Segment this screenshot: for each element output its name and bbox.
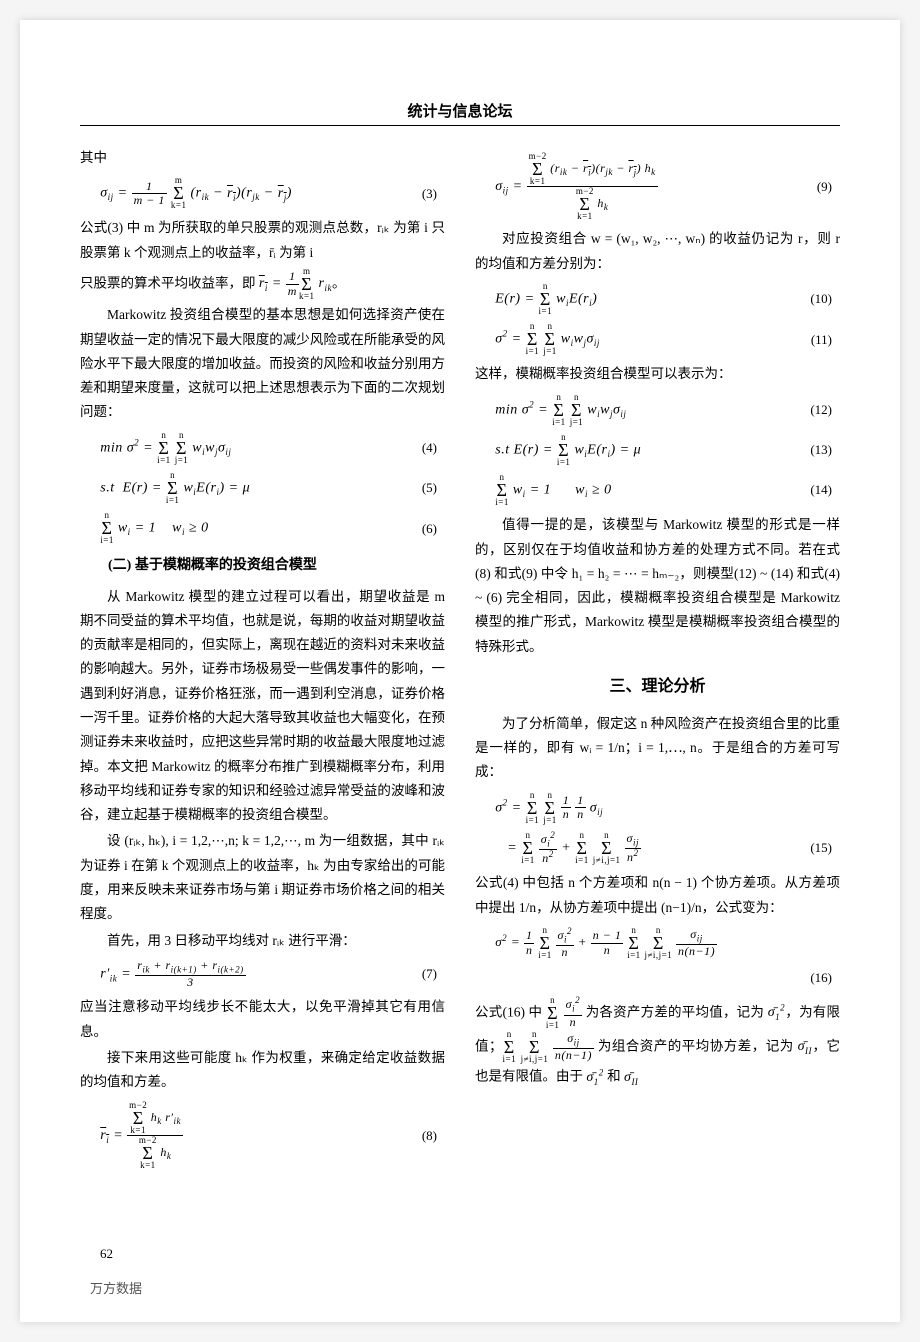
paper-page: 统计与信息论坛 其中 σij = 1m − 1 mΣk=1 (rik − ri)… — [20, 20, 900, 1322]
text: 只股票的算术平均收益率，即 ri = 1mmΣk=1 rik。 — [80, 267, 445, 301]
eq-body: nΣi=1 wi = 1 wi ≥ 0 — [100, 511, 208, 545]
eq-body: σ2 = nΣi=1 nΣj=1 wiwjσij — [495, 322, 600, 356]
text: 公式(3) 中 m 为所获取的单只股票的观测点总数，rᵢₖ 为第 i 只股票第 … — [80, 216, 445, 265]
eq-body: σ2 = nΣi=1 nΣj=1 1n 1n σij — [495, 791, 603, 825]
text: 公式(16) 中 nΣi=1 σi2n 为各资产方差的平均值，记为 σ̄12，为… — [475, 996, 840, 1090]
equation-13: s.t E(r) = nΣi=1 wiE(ri) = μ (13) — [475, 433, 840, 467]
eq-number: (4) — [422, 436, 445, 459]
text: 公式(4) 中包括 n 个方差项和 n(n − 1) 个协方差项。从方差项中提出… — [475, 871, 840, 920]
eq-number: (11) — [811, 328, 840, 351]
text: 从 Markowitz 模型的建立过程可以看出，期望收益是 m 期不同受益的算术… — [80, 585, 445, 828]
eq-number: (8) — [422, 1124, 445, 1147]
equation-16: σ2 = 1n nΣi=1 σi2n + n − 1n nΣi=1 nΣj≠i,… — [475, 926, 840, 960]
eq-body: ri = m−2Σk=1 hk r′ik m−2Σk=1 hk — [100, 1101, 183, 1170]
eq-number: (9) — [817, 175, 840, 198]
eq-body: σ2 = 1n nΣi=1 σi2n + n − 1n nΣi=1 nΣj≠i,… — [495, 926, 717, 960]
eq-body: min σ2 = nΣi=1 nΣj=1 wiwjσij — [495, 393, 626, 427]
eq-body: s.t E(r) = nΣi=1 wiE(ri) = μ — [100, 471, 250, 505]
eq-number: (15) — [810, 836, 840, 859]
eq-number: (13) — [810, 438, 840, 461]
eq-number: (7) — [422, 962, 445, 985]
two-column-layout: 其中 σij = 1m − 1 mΣk=1 (rik − ri)(rjk − r… — [80, 146, 840, 1176]
text: 其中 — [80, 146, 445, 170]
equation-6: nΣi=1 wi = 1 wi ≥ 0 (6) — [80, 511, 445, 545]
eq-number: (6) — [422, 517, 445, 540]
equation-10: E(r) = nΣi=1 wiE(ri) (10) — [475, 282, 840, 316]
page-number: 62 — [100, 1246, 113, 1262]
eq-number: (10) — [810, 287, 840, 310]
equation-12: min σ2 = nΣi=1 nΣj=1 wiwjσij (12) — [475, 393, 840, 427]
right-column: σij = m−2Σk=1 (rik − ri)(rjk − rj) hk m−… — [475, 146, 840, 1176]
text: Markowitz 投资组合模型的基本思想是如何选择资产使在期望收益一定的情况下… — [80, 303, 445, 424]
equation-15b: = nΣi=1 σi2n2 + nΣi=1 nΣj≠i,j=1 σijn2 (1… — [475, 831, 840, 865]
text: 这样，模糊概率投资组合模型可以表示为： — [475, 362, 840, 386]
text: 应当注意移动平均线步长不能太大，以免平滑掉其它有用信息。 — [80, 995, 445, 1044]
text: 为了分析简单，假定这 n 种风险资产在投资组合里的比重是一样的，即有 wᵢ = … — [475, 712, 840, 785]
equation-3: σij = 1m − 1 mΣk=1 (rik − ri)(rjk − rj) … — [80, 176, 445, 210]
equation-4: min σ2 = nΣi=1 nΣj=1 wiwjσij (4) — [80, 431, 445, 465]
equation-7: r′ik = rik + ri(k+1) + ri(k+2)3 (7) — [80, 959, 445, 989]
left-column: 其中 σij = 1m − 1 mΣk=1 (rik − ri)(rjk − r… — [80, 146, 445, 1176]
eq-body: E(r) = nΣi=1 wiE(ri) — [495, 282, 597, 316]
text: 值得一提的是，该模型与 Markowitz 模型的形式是一样的，区别仅在于均值收… — [475, 513, 840, 659]
text: 设 (rᵢₖ, hₖ), i = 1,2,⋯,n; k = 1,2,⋯, m 为… — [80, 829, 445, 926]
equation-14: nΣi=1 wi = 1 wi ≥ 0 (14) — [475, 473, 840, 507]
eq-body: = nΣi=1 σi2n2 + nΣi=1 nΣj≠i,j=1 σijn2 — [495, 831, 641, 865]
eq-number — [829, 796, 840, 819]
eq-body: s.t E(r) = nΣi=1 wiE(ri) = μ — [495, 433, 641, 467]
equation-9: σij = m−2Σk=1 (rik − ri)(rjk − rj) hk m−… — [475, 152, 840, 221]
eq-number: (12) — [810, 398, 840, 421]
eq-number: (3) — [422, 182, 445, 205]
eq-body: nΣi=1 wi = 1 wi ≥ 0 — [495, 473, 611, 507]
equation-16-num: (16) — [475, 966, 840, 989]
eq-number: (16) — [810, 966, 840, 989]
equation-15a: σ2 = nΣi=1 nΣj=1 1n 1n σij — [475, 791, 840, 825]
watermark: 万方数据 — [90, 1278, 142, 1297]
text: 首先，用 3 日移动平均线对 rᵢₖ 进行平滑： — [80, 929, 445, 953]
running-header: 统计与信息论坛 — [80, 100, 840, 126]
text: 对应投资组合 w = (w₁, w₂, ⋯, wₙ) 的收益仍记为 r，则 r … — [475, 227, 840, 276]
eq-number: (5) — [422, 476, 445, 499]
eq-body: σij = m−2Σk=1 (rik − ri)(rjk − rj) hk m−… — [495, 152, 657, 221]
eq-body: min σ2 = nΣi=1 nΣj=1 wiwjσij — [100, 431, 231, 465]
subsection-title: (二) 基于模糊概率的投资组合模型 — [80, 553, 445, 578]
equation-5: s.t E(r) = nΣi=1 wiE(ri) = μ (5) — [80, 471, 445, 505]
eq-number: (14) — [810, 478, 840, 501]
eq-body: σij = 1m − 1 mΣk=1 (rik − ri)(rjk − rj) — [100, 176, 292, 210]
eq-body: r′ik = rik + ri(k+1) + ri(k+2)3 — [100, 959, 245, 989]
equation-8: ri = m−2Σk=1 hk r′ik m−2Σk=1 hk (8) — [80, 1101, 445, 1170]
section-title: 三、理论分析 — [475, 673, 840, 702]
equation-11: σ2 = nΣi=1 nΣj=1 wiwjσij (11) — [475, 322, 840, 356]
text: 接下来用这些可能度 hₖ 作为权重，来确定给定收益数据的均值和方差。 — [80, 1046, 445, 1095]
